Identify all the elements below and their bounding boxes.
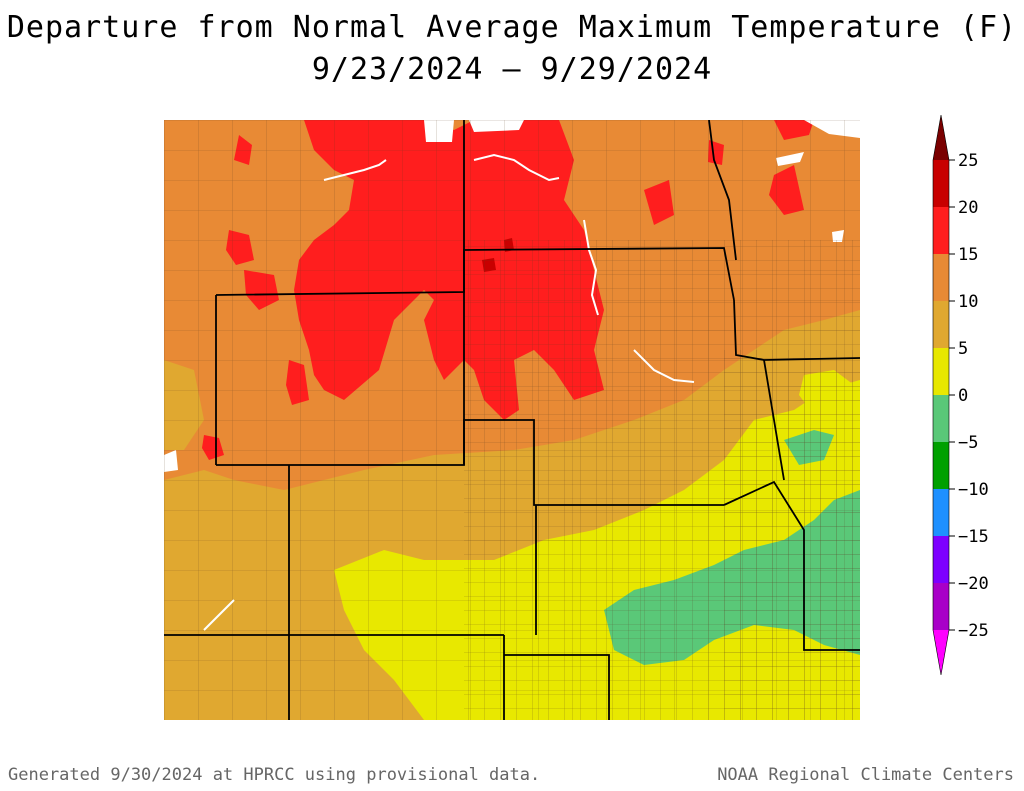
legend-tick-label: −25 <box>958 621 989 641</box>
legend-band-m20-m15 <box>933 536 949 583</box>
source-credit: NOAA Regional Climate Centers <box>717 765 1014 785</box>
map-title: Departure from Normal Average Maximum Te… <box>6 10 1018 45</box>
legend-tick-label: 25 <box>958 151 978 171</box>
legend-band-0-5 <box>933 348 949 395</box>
legend-band-m25-m20 <box>933 583 949 630</box>
river-central <box>583 219 599 316</box>
river-southwest <box>203 599 235 631</box>
legend-band-m10-m5 <box>933 442 949 489</box>
legend-tick-label: −15 <box>958 527 989 547</box>
legend-tick-label: −10 <box>958 480 989 500</box>
generated-note: Generated 9/30/2024 at HPRCC using provi… <box>8 765 541 785</box>
legend-tick-label: 5 <box>958 339 968 359</box>
legend-tick-label: −5 <box>958 433 978 453</box>
legend-tick-label: 10 <box>958 292 978 312</box>
temperature-departure-map <box>164 120 860 720</box>
color-legend: 25 20 15 10 5 0 −5 −10 −15 −20 −25 <box>930 114 1020 680</box>
river-east <box>633 349 695 383</box>
legend-band-10-15 <box>933 254 949 301</box>
legend-band-20-25 <box>933 160 949 207</box>
legend-arrow-top <box>933 115 949 160</box>
map-date-range: 9/23/2024 – 9/29/2024 <box>311 52 713 87</box>
legend-tick-label: 0 <box>958 386 968 406</box>
river-north-2 <box>473 153 560 182</box>
legend-tick-label: 15 <box>958 245 978 265</box>
state-boundaries <box>164 120 860 720</box>
legend-band-m5-0 <box>933 395 949 442</box>
legend-arrow-bottom <box>933 630 949 675</box>
legend-band-15-20 <box>933 207 949 254</box>
legend-tick-label: −20 <box>958 574 989 594</box>
river-north-1 <box>323 159 387 181</box>
legend-band-m15-m10 <box>933 489 949 536</box>
legend-band-5-10 <box>933 301 949 348</box>
legend-tick-label: 20 <box>958 198 978 218</box>
